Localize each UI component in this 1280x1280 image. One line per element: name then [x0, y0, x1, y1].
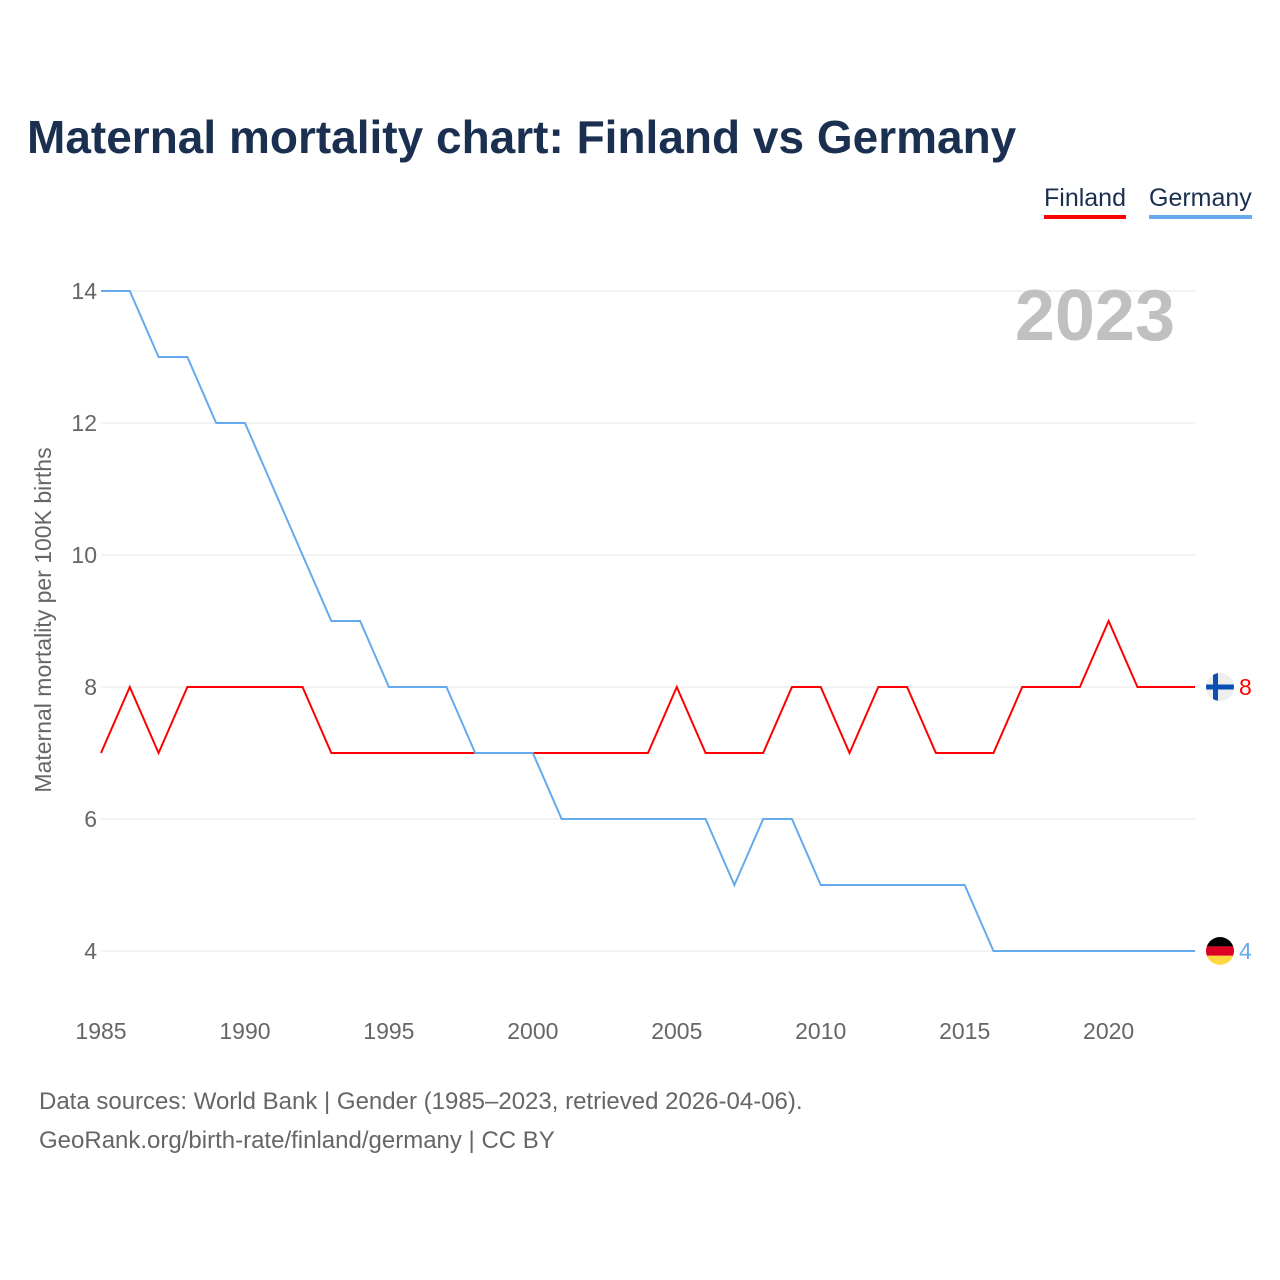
chart-title: Maternal mortality chart: Finland vs Ger… — [27, 111, 1017, 163]
x-tick-label: 2015 — [939, 1018, 990, 1044]
end-value-label: 4 — [1239, 938, 1252, 964]
x-tick-label: 2000 — [507, 1018, 558, 1044]
y-tick-label: 10 — [71, 542, 97, 568]
x-tick-label: 2020 — [1083, 1018, 1134, 1044]
y-tick-label: 8 — [84, 674, 97, 700]
x-tick-label: 1995 — [363, 1018, 414, 1044]
y-tick-label: 14 — [71, 278, 97, 304]
year-label: 2023 — [1015, 276, 1175, 356]
y-tick-label: 12 — [71, 410, 97, 436]
x-tick-label: 2010 — [795, 1018, 846, 1044]
flag-germany-icon — [1206, 937, 1234, 965]
footer-sources: Data sources: World Bank | Gender (1985–… — [39, 1088, 803, 1115]
flag-finland-icon — [1206, 673, 1234, 701]
legend-finland[interactable]: Finland — [1044, 184, 1126, 219]
end-value-label: 8 — [1239, 674, 1252, 700]
footer-link[interactable]: GeoRank.org/birth-rate/finland/germany |… — [39, 1127, 555, 1154]
x-tick-label: 2005 — [651, 1018, 702, 1044]
series-line-finland — [100, 618, 1195, 756]
y-tick-label: 4 — [84, 938, 97, 964]
series-line-germany — [101, 290, 1195, 952]
x-tick-label: 1990 — [219, 1018, 270, 1044]
legend-germany[interactable]: Germany — [1149, 184, 1252, 219]
x-tick-label: 1985 — [75, 1018, 126, 1044]
y-axis-label: Maternal mortality per 100K births — [30, 447, 56, 792]
y-tick-label: 6 — [84, 806, 97, 832]
